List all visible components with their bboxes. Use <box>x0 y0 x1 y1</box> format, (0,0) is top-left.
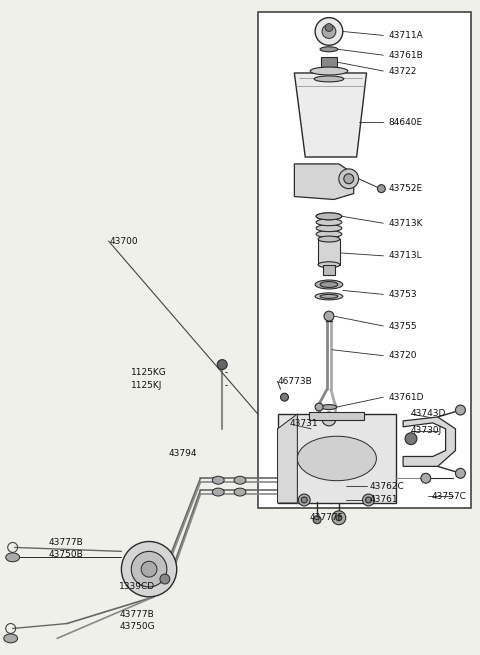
Bar <box>321 57 337 67</box>
Polygon shape <box>277 414 396 503</box>
Bar <box>323 265 335 274</box>
Ellipse shape <box>212 488 224 496</box>
Text: 43722: 43722 <box>388 67 417 75</box>
Circle shape <box>315 18 343 45</box>
Text: 43700: 43700 <box>109 236 138 246</box>
Circle shape <box>339 169 359 189</box>
Ellipse shape <box>297 436 376 481</box>
Ellipse shape <box>316 213 342 220</box>
Circle shape <box>301 497 307 503</box>
Circle shape <box>141 561 157 577</box>
Text: 43713K: 43713K <box>388 219 423 228</box>
Ellipse shape <box>212 476 224 484</box>
Text: 43711A: 43711A <box>388 31 423 40</box>
Text: 43750G: 43750G <box>120 622 155 631</box>
Ellipse shape <box>6 553 20 562</box>
Ellipse shape <box>310 67 348 75</box>
Circle shape <box>313 515 321 524</box>
Text: 43794: 43794 <box>169 449 197 458</box>
Ellipse shape <box>320 282 338 288</box>
Circle shape <box>332 511 346 525</box>
Text: 43731: 43731 <box>289 419 318 428</box>
Circle shape <box>456 405 466 415</box>
Circle shape <box>322 412 336 426</box>
Text: 43752E: 43752E <box>388 184 422 193</box>
Ellipse shape <box>316 231 342 238</box>
Text: 43757C: 43757C <box>432 491 467 500</box>
Ellipse shape <box>321 405 337 409</box>
Text: 43743D: 43743D <box>411 409 446 419</box>
Text: 43753: 43753 <box>388 290 417 299</box>
Ellipse shape <box>316 225 342 232</box>
Ellipse shape <box>314 76 344 82</box>
Text: 43755: 43755 <box>388 322 417 331</box>
Ellipse shape <box>318 236 340 242</box>
Circle shape <box>315 403 323 411</box>
Text: 43720: 43720 <box>388 351 417 360</box>
Text: 43777F: 43777F <box>309 514 343 522</box>
Polygon shape <box>294 164 354 200</box>
Circle shape <box>121 542 177 597</box>
Text: 43777B: 43777B <box>48 538 83 547</box>
Circle shape <box>298 494 310 506</box>
Text: 43761: 43761 <box>370 495 398 504</box>
Text: 43713L: 43713L <box>388 252 422 260</box>
Ellipse shape <box>318 262 340 268</box>
Ellipse shape <box>234 476 246 484</box>
Circle shape <box>322 24 336 39</box>
Ellipse shape <box>316 213 342 220</box>
Circle shape <box>280 393 288 401</box>
Text: 1125KG: 1125KG <box>131 368 167 377</box>
Text: 1339CD: 1339CD <box>120 582 156 591</box>
Circle shape <box>405 433 417 445</box>
Polygon shape <box>403 417 456 466</box>
Text: 84640E: 84640E <box>388 118 422 127</box>
Circle shape <box>325 24 333 31</box>
Circle shape <box>131 552 167 587</box>
Text: 43761D: 43761D <box>388 393 424 402</box>
Polygon shape <box>277 414 297 503</box>
Circle shape <box>421 474 431 483</box>
Circle shape <box>366 497 372 503</box>
Ellipse shape <box>315 280 343 289</box>
Ellipse shape <box>315 293 343 300</box>
Circle shape <box>160 574 170 584</box>
Circle shape <box>377 185 385 193</box>
Text: 46773B: 46773B <box>277 377 312 386</box>
Circle shape <box>344 174 354 183</box>
Circle shape <box>456 468 466 478</box>
Ellipse shape <box>320 294 338 298</box>
Circle shape <box>362 494 374 506</box>
Text: 43762C: 43762C <box>370 481 404 491</box>
Circle shape <box>217 360 227 369</box>
Bar <box>318 239 340 265</box>
Circle shape <box>336 515 342 521</box>
Polygon shape <box>294 73 367 157</box>
Text: 1125KJ: 1125KJ <box>131 381 163 390</box>
Text: 43761B: 43761B <box>388 50 423 60</box>
Bar <box>258 12 471 508</box>
Ellipse shape <box>320 47 338 52</box>
Ellipse shape <box>316 219 342 226</box>
Circle shape <box>324 311 334 321</box>
Text: 43750B: 43750B <box>48 550 83 559</box>
Text: 43777B: 43777B <box>120 610 154 619</box>
Ellipse shape <box>234 488 246 496</box>
Ellipse shape <box>4 634 18 643</box>
Text: 43730J: 43730J <box>411 426 442 436</box>
Bar <box>309 412 363 420</box>
